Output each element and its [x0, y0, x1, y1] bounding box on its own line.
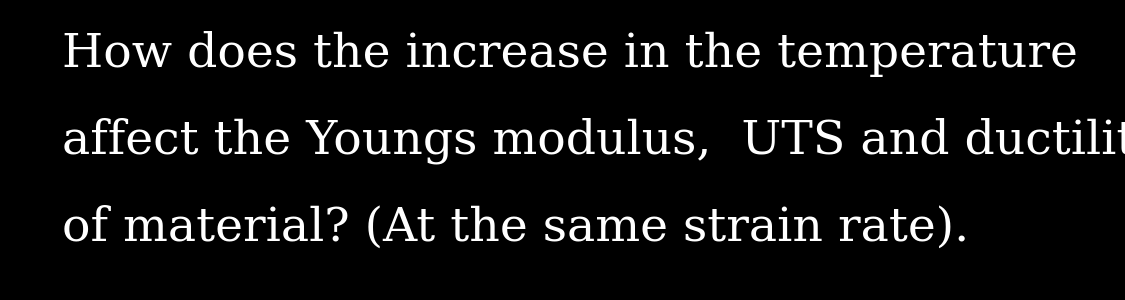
- Text: How does the increase in the temperature: How does the increase in the temperature: [62, 31, 1078, 77]
- Text: of material? (At the same strain rate).: of material? (At the same strain rate).: [62, 206, 969, 250]
- Text: affect the Youngs modulus,  UTS and ductility: affect the Youngs modulus, UTS and ducti…: [62, 118, 1125, 164]
